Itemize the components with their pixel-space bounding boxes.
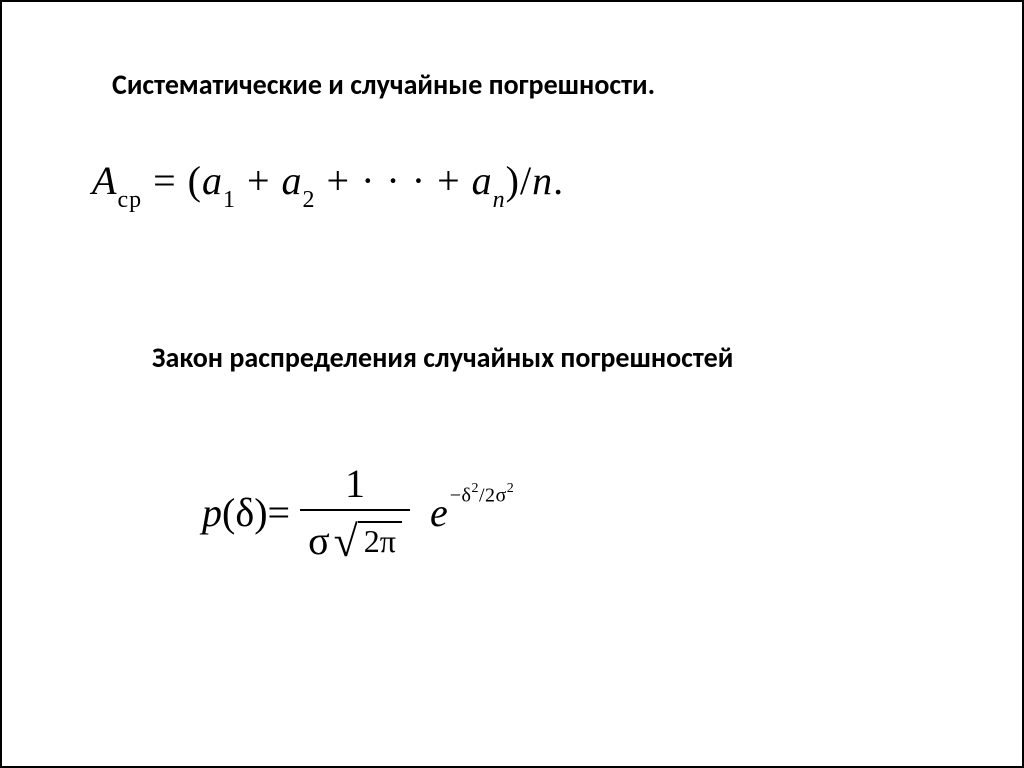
denominator: σ √ 2π [300, 511, 410, 564]
dots: + · · · + [316, 158, 472, 203]
sqrt-box: √ 2π [334, 521, 402, 560]
exp-delta-sq: 2 [471, 481, 479, 496]
term-a1-base: a [202, 158, 223, 203]
paren-open: ( [188, 158, 202, 203]
term-a1-sub: 1 [223, 187, 236, 213]
subscript-sr: ср [117, 187, 142, 213]
symbol-A: A [92, 158, 117, 203]
exp-slash-2: /2 [479, 484, 496, 506]
exponent-block: e −δ2/2σ2 [430, 489, 514, 536]
paren-open-2: ( [222, 489, 235, 536]
symbol-p: p [202, 489, 222, 536]
divide-slash: / [520, 158, 532, 203]
exp-sigma: σ [496, 484, 507, 506]
denominator-n: n [532, 158, 553, 203]
exp-delta: δ [462, 484, 472, 506]
sqrt-arg-2pi: 2π [358, 521, 402, 560]
term-an-base: a [472, 158, 493, 203]
term-a2-base: a [282, 158, 303, 203]
exp-minus: − [450, 484, 462, 506]
heading-systematic-random-errors: Систематические и случайные погрешности. [112, 67, 962, 102]
symbol-e: e [430, 489, 448, 536]
equals-2: = [268, 489, 291, 536]
fraction: 1 σ √ 2π [300, 460, 410, 564]
equals: = [142, 158, 188, 203]
formula-gaussian-pdf: p ( δ ) = 1 σ √ 2π e −δ2/2σ2 [202, 460, 962, 564]
period: . [553, 158, 564, 203]
heading-distribution-law: Закон распределения случайных погрешност… [152, 340, 962, 375]
term-a2-sub: 2 [303, 187, 316, 213]
slide-frame: Систематические и случайные погрешности.… [0, 0, 1024, 768]
formula-arithmetic-mean: Aср = (a1 + a2 + · · · + an)/n. [92, 157, 962, 210]
symbol-delta: δ [235, 489, 254, 536]
sqrt-symbol: √ [334, 527, 358, 558]
paren-close: ) [506, 158, 520, 203]
exp-sigma-sq: 2 [507, 481, 515, 496]
exponent-superscript: −δ2/2σ2 [450, 483, 515, 508]
paren-close-2: ) [254, 489, 267, 536]
numerator-1: 1 [331, 460, 379, 509]
term-an-sub: n [493, 187, 506, 213]
symbol-sigma: σ [308, 517, 330, 564]
plus-1: + [236, 158, 282, 203]
